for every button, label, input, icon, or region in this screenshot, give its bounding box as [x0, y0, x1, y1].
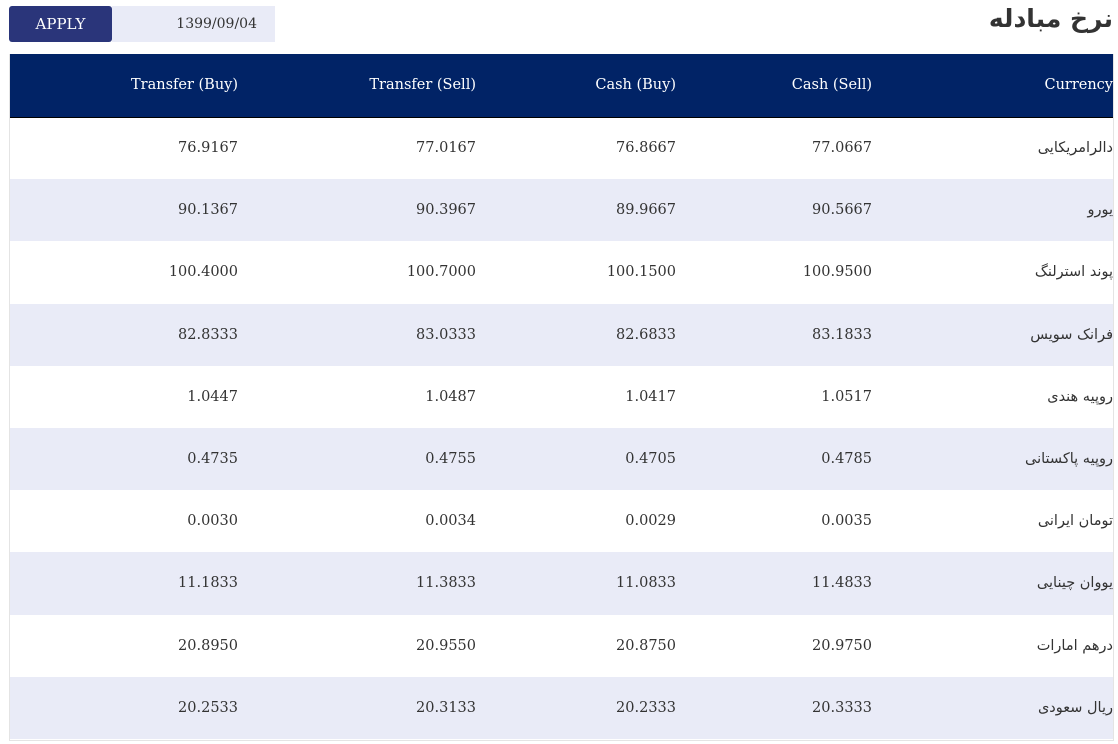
- cash-sell-cell: 20.3333: [812, 699, 872, 716]
- transfer-buy-cell: 90.1367: [178, 202, 238, 219]
- cash-sell-cell: 0.0035: [821, 513, 872, 530]
- transfer-sell-cell: 20.3133: [416, 699, 476, 716]
- currency-name-cell: درهم امارات: [1036, 637, 1113, 654]
- apply-button[interactable]: APPLY: [9, 6, 112, 42]
- currency-name-cell: روپیه پاکستانی: [1024, 451, 1113, 468]
- transfer-buy-cell: 100.4000: [168, 264, 238, 281]
- cash-buy-cell: 0.4705: [625, 451, 676, 468]
- cash-sell-cell: 83.1833: [812, 326, 872, 343]
- cash-buy-cell: 11.0833: [616, 575, 676, 592]
- table-row: 90.1367 90.3967 89.9667 90.5667 یورو: [9, 179, 1113, 242]
- transfer-sell-cell: 0.0034: [425, 513, 476, 530]
- cash-sell-cell: 77.0667: [812, 140, 872, 157]
- cash-buy-cell: 89.9667: [616, 202, 676, 219]
- table-row: 20.2533 20.3133 20.2333 20.3333 ریال سعودی: [9, 676, 1113, 739]
- cash-sell-cell: 100.9500: [802, 264, 872, 281]
- currency-name-cell: ریال سعودی: [1037, 699, 1113, 716]
- transfer-buy-cell: 1.0447: [187, 388, 238, 405]
- col-header-transfer-sell[interactable]: Transfer (Sell): [238, 54, 476, 118]
- transfer-buy-cell: 11.1833: [178, 575, 238, 592]
- cash-buy-cell: 0.0029: [625, 513, 676, 530]
- transfer-buy-cell: 76.9167: [178, 140, 238, 157]
- col-header-transfer-buy[interactable]: Transfer (Buy): [9, 54, 238, 118]
- transfer-sell-cell: 83.0333: [416, 326, 476, 343]
- cash-buy-cell: 82.6833: [616, 326, 676, 343]
- table-row: 0.0030 0.0034 0.0029 0.0035 تومان ایرانی: [9, 490, 1113, 553]
- cash-buy-cell: 20.2333: [616, 699, 676, 716]
- currency-name-cell: روپیه هندی: [1047, 388, 1113, 405]
- table-row: 20.8950 20.9550 20.8750 20.9750 درهم امارات: [9, 614, 1113, 677]
- transfer-sell-cell: 0.4755: [425, 451, 476, 468]
- cash-sell-cell: 20.9750: [812, 637, 872, 654]
- transfer-buy-cell: 20.2533: [178, 699, 238, 716]
- currency-name-cell: یورو: [1087, 202, 1113, 219]
- table-header: Transfer (Buy) Transfer (Sell) Cash (Buy…: [9, 54, 1113, 118]
- cash-sell-cell: 11.4833: [812, 575, 872, 592]
- date-input[interactable]: [112, 6, 275, 42]
- transfer-sell-cell: 77.0167: [416, 140, 476, 157]
- transfer-sell-cell: 11.3833: [416, 575, 476, 592]
- cash-buy-cell: 76.8667: [616, 140, 676, 157]
- rates-table: Transfer (Buy) Transfer (Sell) Cash (Buy…: [9, 54, 1113, 739]
- page-title: نرخ مبادله: [988, 4, 1113, 33]
- table-row: 11.1833 11.3833 11.0833 11.4833 یووان چینایی: [9, 552, 1113, 615]
- transfer-buy-cell: 0.0030: [187, 513, 238, 530]
- col-header-cash-buy[interactable]: Cash (Buy): [476, 54, 676, 118]
- cash-buy-cell: 1.0417: [625, 388, 676, 405]
- table-row: 100.4000 100.7000 100.1500 100.9500 پوند است…: [9, 241, 1113, 304]
- col-header-currency[interactable]: Currency: [872, 54, 1113, 118]
- cash-sell-cell: 1.0517: [821, 388, 872, 405]
- table-row: 1.0447 1.0487 1.0417 1.0517 روپیه هندی: [9, 365, 1113, 428]
- table-row: 0.4735 0.4755 0.4705 0.4785 روپیه پاکستانی: [9, 427, 1113, 491]
- currency-name-cell: تومان ایرانی: [1037, 513, 1113, 530]
- currency-name-cell: پوند استرلنگ: [1034, 264, 1113, 281]
- table-body: 76.9167 77.0167 76.8667 77.0667 دالرامریکایی…: [9, 117, 1113, 739]
- rates-table-container: Transfer (Buy) Transfer (Sell) Cash (Buy…: [9, 54, 1113, 739]
- transfer-buy-cell: 82.8333: [178, 326, 238, 343]
- transfer-buy-cell: 20.8950: [178, 637, 238, 654]
- transfer-sell-cell: 100.7000: [406, 264, 476, 281]
- transfer-sell-cell: 1.0487: [425, 388, 476, 405]
- currency-name-cell: فرانک سویس: [1030, 326, 1113, 343]
- transfer-sell-cell: 20.9550: [416, 637, 476, 654]
- currency-name-cell: یووان چینایی: [1036, 575, 1113, 592]
- col-header-cash-sell[interactable]: Cash (Sell): [676, 54, 872, 118]
- transfer-buy-cell: 0.4735: [187, 451, 238, 468]
- cash-sell-cell: 90.5667: [812, 202, 872, 219]
- header-row: Transfer (Buy) Transfer (Sell) Cash (Buy…: [9, 54, 1113, 118]
- currency-name-cell: دالرامریکایی: [1037, 140, 1113, 157]
- cash-sell-cell: 0.4785: [821, 451, 872, 468]
- table-row: 82.8333 83.0333 82.6833 83.1833 فرانک سویس: [9, 303, 1113, 366]
- table-row: 76.9167 77.0167 76.8667 77.0667 دالرامریکایی: [9, 117, 1113, 180]
- transfer-sell-cell: 90.3967: [416, 202, 476, 219]
- toolbar: APPLY نرخ مبادله: [9, 4, 1113, 44]
- cash-buy-cell: 20.8750: [616, 637, 676, 654]
- cash-buy-cell: 100.1500: [606, 264, 676, 281]
